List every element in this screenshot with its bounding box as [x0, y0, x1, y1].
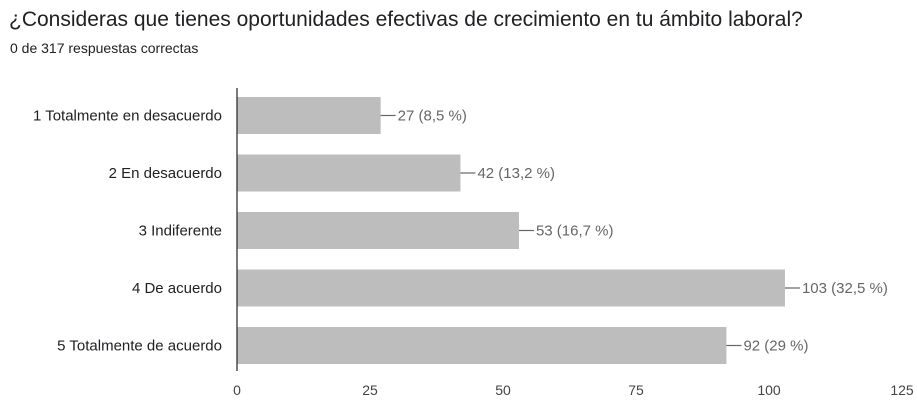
- data-label: 92 (29 %): [743, 338, 808, 355]
- bar: [237, 327, 727, 364]
- data-label: 42 (13,2 %): [477, 165, 555, 182]
- category-label: 2 En desacuerdo: [109, 165, 222, 182]
- data-label: 53 (16,7 %): [536, 223, 614, 240]
- chart-title: ¿Consideras que tienes oportunidades efe…: [9, 8, 803, 31]
- x-tick-label: 25: [362, 382, 378, 398]
- category-label: 5 Totalmente de acuerdo: [57, 338, 222, 355]
- x-tick-label: 75: [628, 382, 644, 398]
- response-summary: 0 de 317 respuestas correctas: [10, 40, 199, 56]
- bar: [237, 269, 785, 307]
- category-label: 3 Indiferente: [139, 223, 222, 240]
- x-tick-label: 0: [233, 382, 241, 398]
- x-tick-label: 50: [495, 382, 511, 398]
- bar: [237, 97, 381, 134]
- category-label: 1 Totalmente en desacuerdo: [33, 108, 222, 125]
- data-label: 27 (8,5 %): [398, 108, 467, 125]
- bar: [237, 154, 461, 192]
- x-tick-label: 125: [890, 382, 914, 398]
- category-label: 4 De acuerdo: [132, 280, 222, 297]
- x-tick-label: 100: [757, 382, 781, 398]
- data-label: 103 (32,5 %): [802, 280, 888, 297]
- bar: [237, 212, 519, 249]
